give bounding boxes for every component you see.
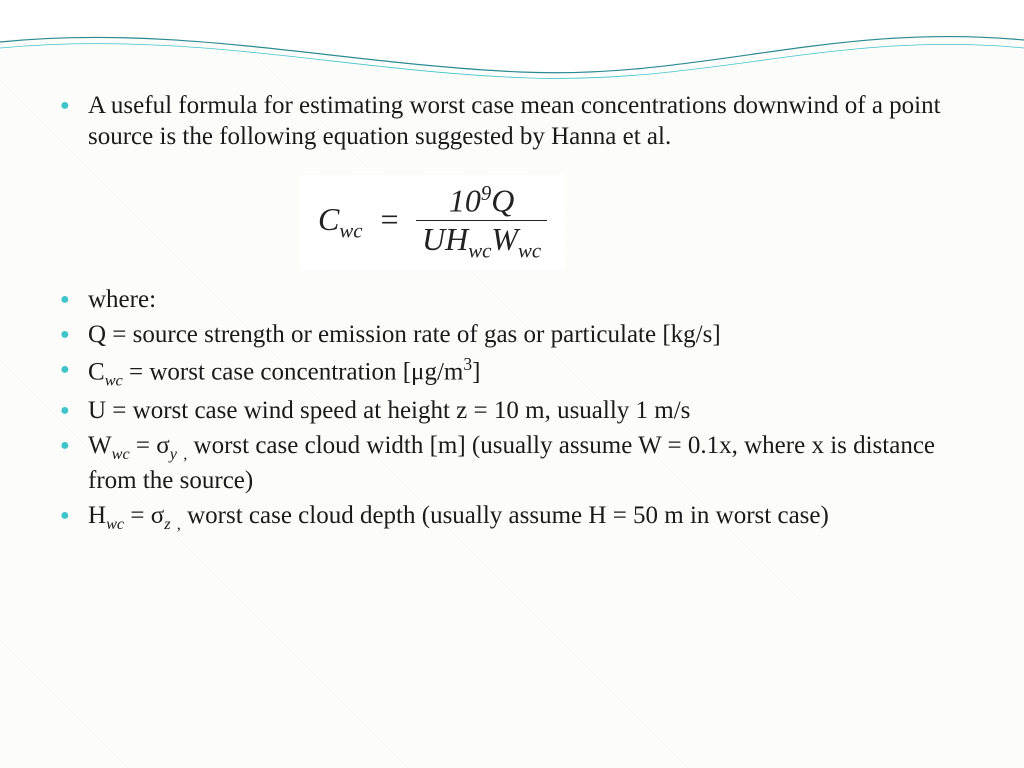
bullet-item: A useful formula for estimating worst ca… [60,90,964,153]
bullet-item: U = worst case wind speed at height z = … [60,395,964,426]
bullet-item: Cwc = worst case concentration [μg/m3] [60,354,964,391]
equation: Cwc = 109Q UHwcWwc [300,175,565,270]
equation-fraction: 109Q UHwcWwc [416,183,547,262]
bullet-item: Wwc = σy , worst case cloud width [m] (u… [60,430,964,496]
bullet-text: A useful formula for estimating worst ca… [88,92,941,150]
bullet-item: Q = source strength or emission rate of … [60,319,964,350]
equation-numerator: 109Q [416,183,547,221]
equation-denominator: UHwcWwc [416,221,547,262]
bullet-text: Q = source strength or emission rate of … [88,321,721,348]
bullet-list: A useful formula for estimating worst ca… [60,90,964,153]
bullet-item: where: [60,284,964,315]
bullet-text: U = worst case wind speed at height z = … [88,397,690,424]
slide-content: A useful formula for estimating worst ca… [60,90,964,538]
equation-lhs: Cwc [318,201,362,237]
bullet-text: where: [88,286,156,313]
bullet-list-definitions: where: Q = source strength or emission r… [60,284,964,534]
bullet-item: Hwc = σz , worst case cloud depth (usual… [60,500,964,534]
